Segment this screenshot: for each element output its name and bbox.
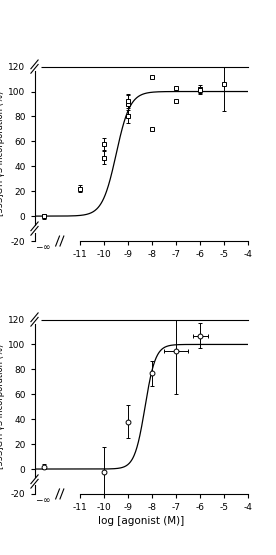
Y-axis label: [35S]GTPγS incorporation (%): [35S]GTPγS incorporation (%) [0, 91, 6, 216]
X-axis label: log [agonist (M)]: log [agonist (M)] [98, 516, 185, 526]
Text: $-\infty$: $-\infty$ [35, 496, 51, 505]
Y-axis label: [35S]GTPγS incorporation (%): [35S]GTPγS incorporation (%) [0, 344, 6, 470]
Text: $-\infty$: $-\infty$ [35, 243, 51, 252]
